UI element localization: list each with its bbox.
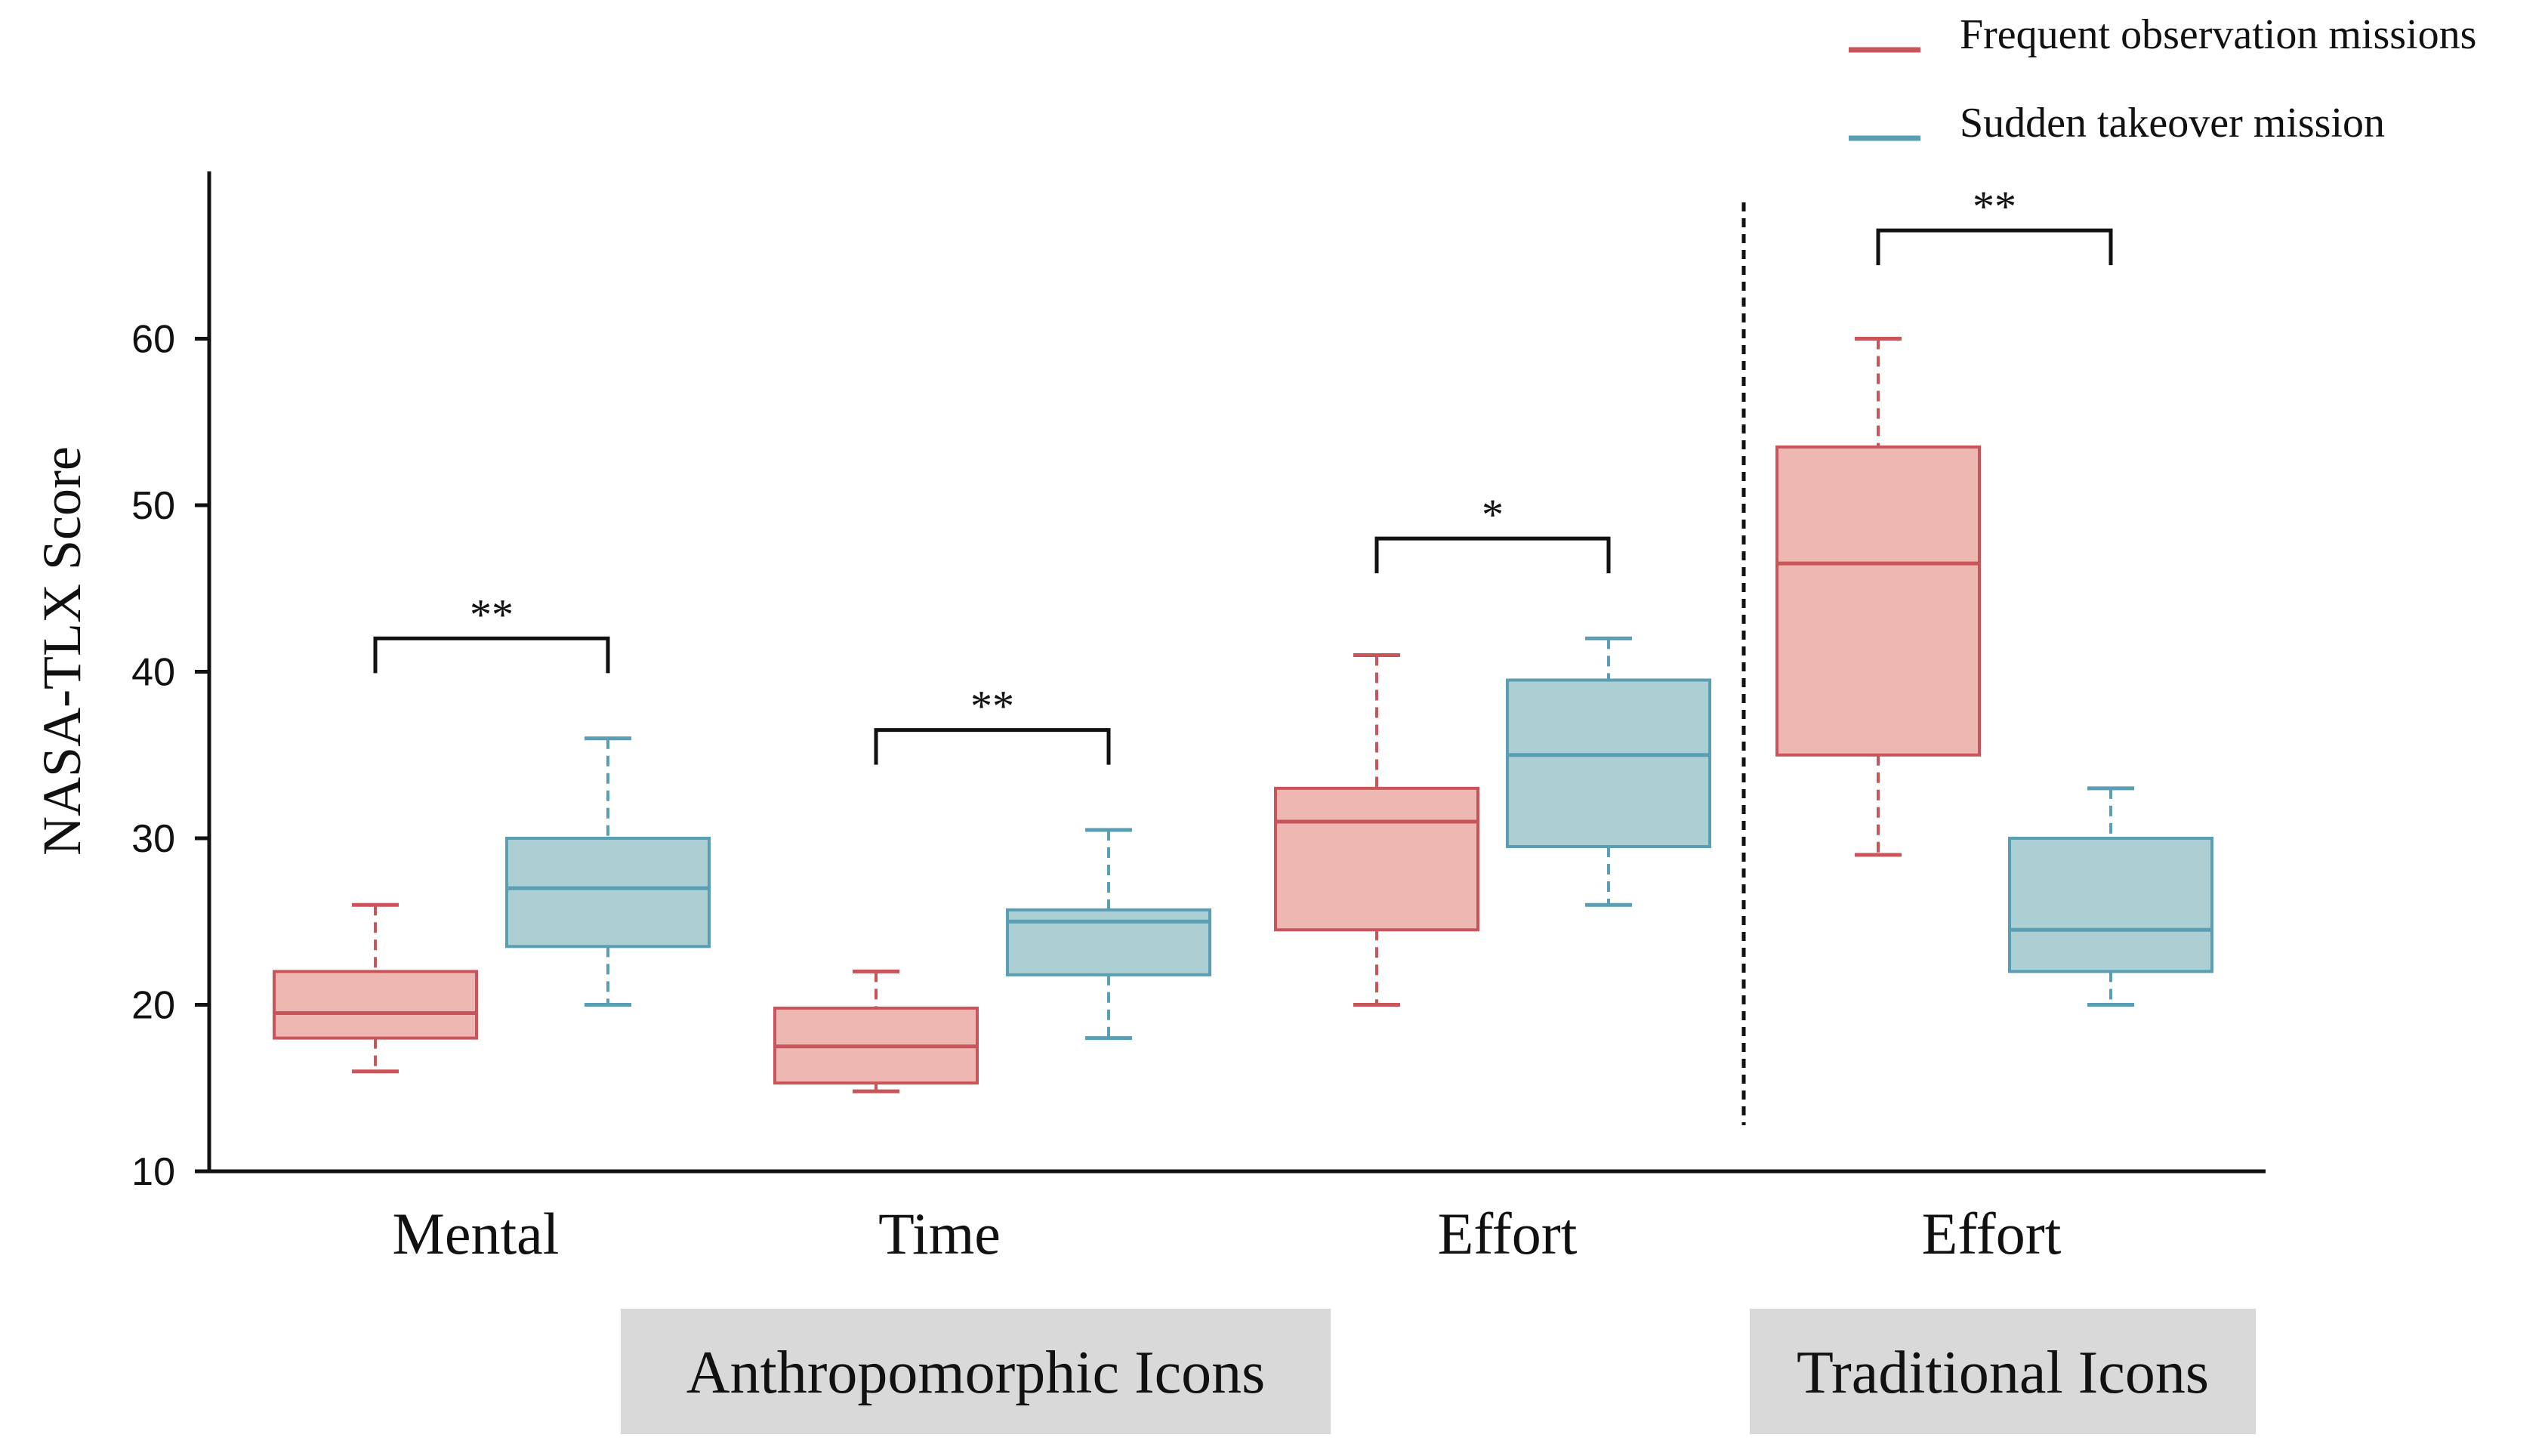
box-1-0	[773, 969, 979, 1094]
box-0-0	[273, 902, 478, 1074]
box-3-1	[2008, 786, 2213, 1007]
box-2-0	[1274, 652, 1479, 1007]
iqr-box	[1006, 908, 1211, 976]
iqr-box	[2008, 837, 2213, 973]
bracket-line	[874, 728, 1111, 765]
significance-marker: *	[1482, 490, 1504, 539]
y-tick-label: 20	[131, 984, 175, 1028]
box-0-1	[505, 736, 711, 1007]
legend-entry-0: Frequent observation missions	[1849, 11, 2476, 58]
category-background	[621, 1309, 1331, 1434]
x-tick-label: Effort	[1438, 1201, 1578, 1266]
legend-entry-1: Sudden takeover mission	[1849, 100, 2385, 147]
significance-marker: **	[1973, 182, 2016, 231]
y-tick-label: 60	[131, 318, 175, 362]
box-2-1	[1506, 636, 1711, 907]
x-tick-label: Mental	[393, 1201, 560, 1266]
significance-bracket-2: *	[1374, 490, 1611, 574]
iqr-box	[273, 970, 478, 1040]
x-tick-labels: Mental Time Effort Effort	[393, 1201, 2062, 1266]
y-tick-label: 30	[131, 817, 175, 861]
iqr-box	[505, 837, 711, 949]
category-text: Anthropomorphic Icons	[686, 1340, 1266, 1406]
category-background	[1750, 1309, 2256, 1434]
box-3-0	[1775, 337, 1981, 857]
x-tick-label: Effort	[1922, 1201, 2062, 1266]
category-label-0: Anthropomorphic Icons	[621, 1309, 1331, 1434]
bracket-line	[1876, 228, 2113, 266]
category-label-boxes: Anthropomorphic Icons Traditional Icons	[621, 1309, 2256, 1434]
legend-label: Sudden takeover mission	[1960, 100, 2385, 147]
significance-bracket-0: **	[373, 590, 610, 674]
y-tick-label: 50	[131, 484, 175, 528]
significance-bracket-1: **	[874, 682, 1111, 765]
box-1-1	[1006, 828, 1211, 1041]
y-tick-label: 10	[131, 1150, 175, 1194]
iqr-box	[1506, 678, 1711, 849]
legend: Frequent observation missions Sudden take…	[1849, 11, 2476, 147]
x-tick-label: Time	[878, 1201, 1001, 1266]
bracket-line	[373, 636, 610, 674]
y-ticks: 10 20 30 40 50 60	[131, 318, 209, 1194]
bracket-line	[1374, 536, 1611, 574]
iqr-box	[1775, 445, 1981, 757]
box-series	[273, 337, 2213, 1094]
y-tick-label: 40	[131, 651, 175, 695]
significance-marker: **	[970, 682, 1014, 731]
iqr-box	[1274, 786, 1479, 932]
category-label-1: Traditional Icons	[1750, 1309, 2256, 1434]
category-text: Traditional Icons	[1797, 1340, 2209, 1406]
significance-marker: **	[470, 590, 514, 639]
significance-brackets: *******	[373, 182, 2113, 765]
y-axis-label: NASA-TLX Score	[32, 446, 92, 856]
legend-label: Frequent observation missions	[1960, 11, 2476, 58]
significance-bracket-3: **	[1876, 182, 2113, 266]
